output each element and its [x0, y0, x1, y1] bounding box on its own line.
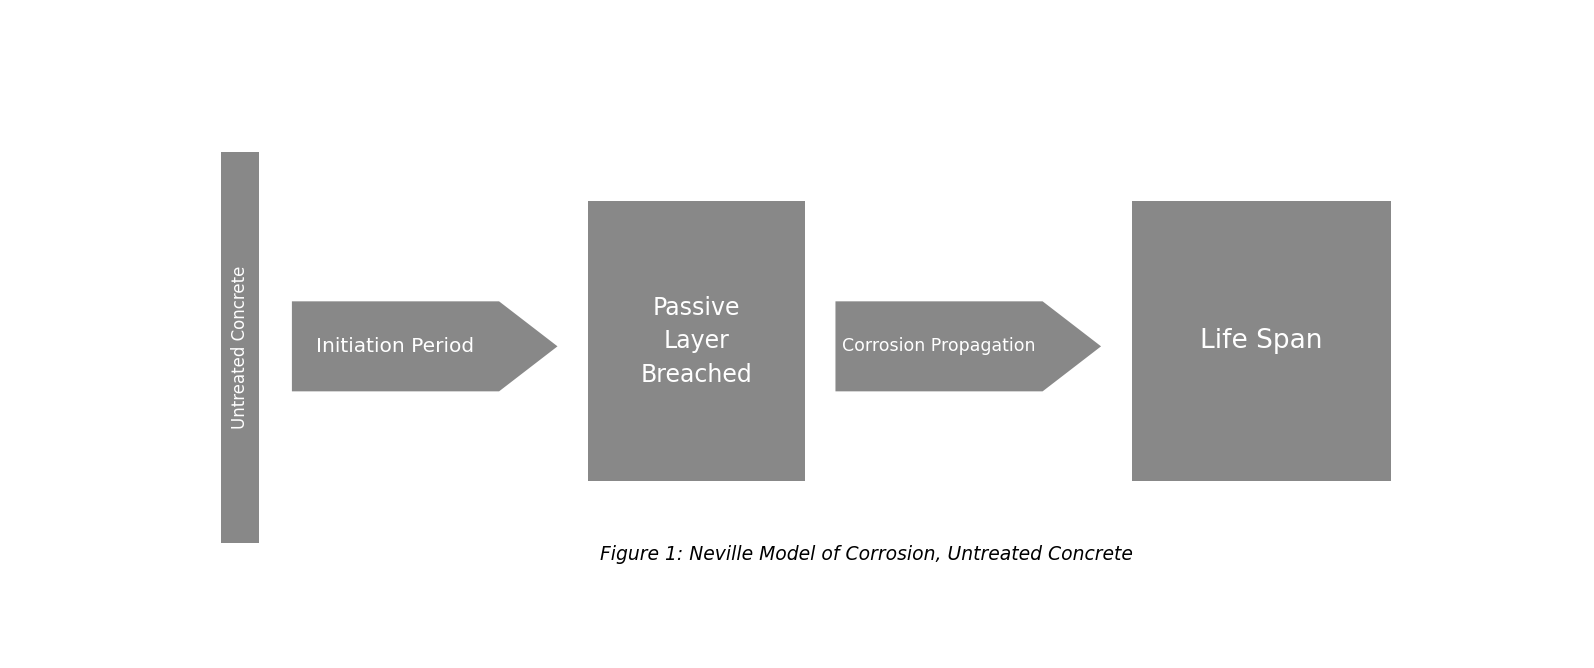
Text: Initiation Period: Initiation Period	[317, 337, 475, 356]
Text: Figure 1: Neville Model of Corrosion, Untreated Concrete: Figure 1: Neville Model of Corrosion, Un…	[599, 544, 1133, 564]
Polygon shape	[292, 301, 558, 391]
Bar	[588, 201, 805, 482]
Bar	[1132, 201, 1392, 482]
Text: Life Span: Life Span	[1200, 328, 1323, 354]
Text: Untreated Concrete: Untreated Concrete	[231, 266, 249, 430]
Text: Passive
Layer
Breached: Passive Layer Breached	[641, 296, 752, 387]
Polygon shape	[835, 301, 1101, 391]
Bar	[222, 152, 258, 543]
Text: Corrosion Propagation: Corrosion Propagation	[842, 337, 1036, 355]
